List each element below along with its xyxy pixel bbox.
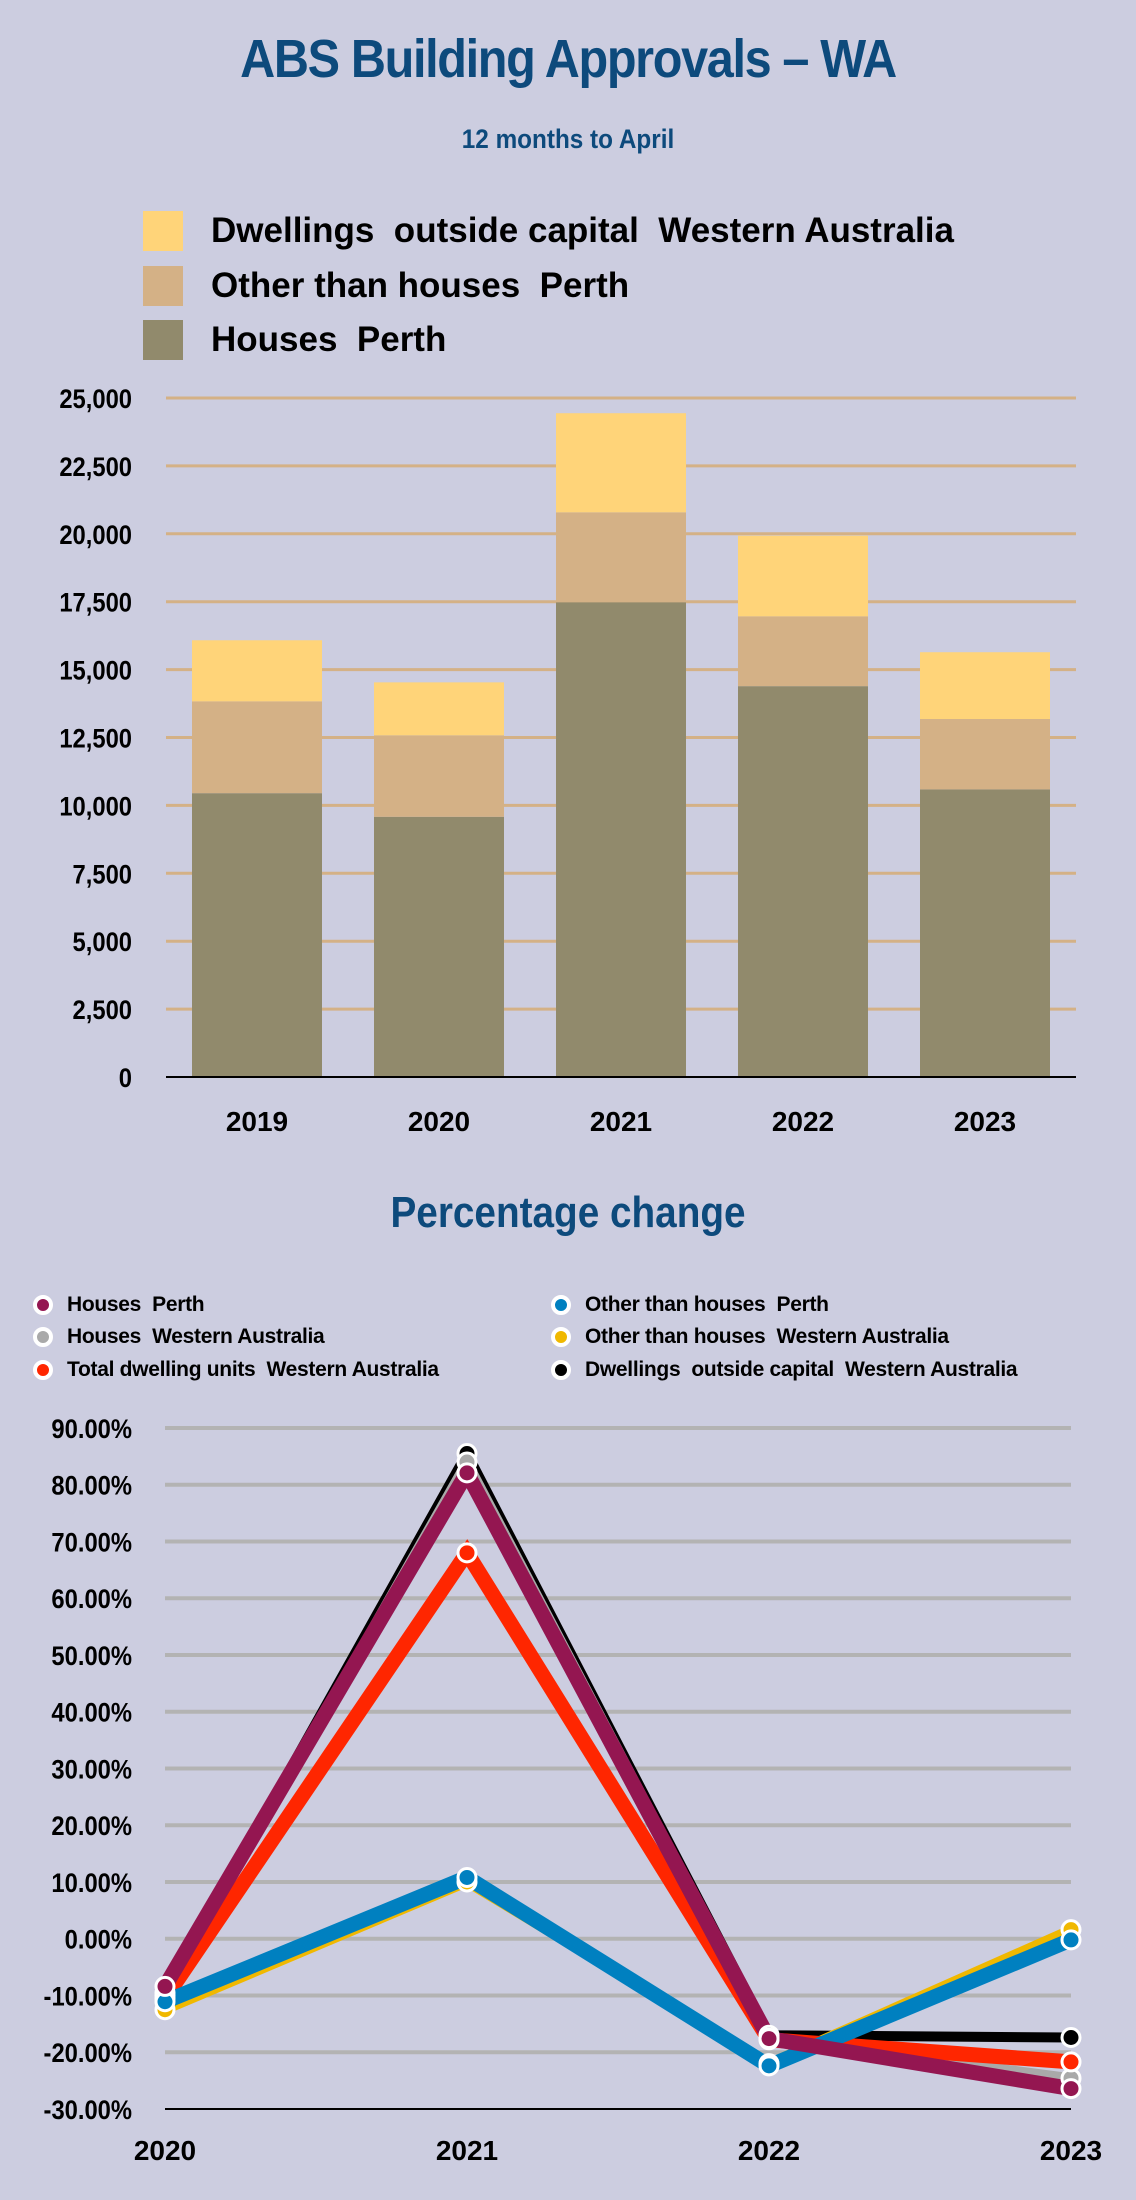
x-tick-label: 2019 (226, 1106, 288, 1137)
series-line-0 (158, 1457, 1073, 2096)
bar-segment-2-2019 (192, 640, 322, 702)
bar-legend-item-other-than-houses-perth: Other than houses Perth (143, 266, 629, 306)
x-tick-label: 2023 (1040, 2135, 1102, 2166)
bar-segment-0-2019 (192, 793, 322, 1077)
legend-marker (551, 1327, 571, 1347)
bar-segment-0-2023 (920, 789, 1050, 1077)
data-point-0-2021 (456, 1462, 478, 1484)
series-line-4 (158, 1539, 1072, 2070)
y-tick-label: 10.00% (51, 1869, 132, 1899)
line-legend-item-other-than-houses-perth: Other than houses Perth (551, 1291, 829, 1319)
y-tick-label: 10,000 (59, 792, 132, 822)
line-legend-item-houses-wa: Houses Western Australia (33, 1323, 325, 1351)
line-legend-item-houses-perth: Houses Perth (33, 1291, 205, 1319)
bar-segment-1-2019 (192, 701, 322, 794)
bar-segment-2-2020 (374, 682, 504, 736)
y-tick-label: 12,500 (59, 724, 132, 754)
y-tick-label: -30.00% (44, 2096, 132, 2126)
line-chart-title: Percentage change (390, 1188, 746, 1237)
bar-segment-0-2021 (556, 602, 686, 1077)
y-tick-label: 5,000 (73, 928, 132, 958)
bar-segment-2-2022 (738, 535, 868, 617)
y-tick-label: -10.00% (44, 1982, 132, 2012)
x-tick-label: 2021 (590, 1106, 652, 1137)
legend-swatch (143, 266, 183, 306)
x-tick-label: 2020 (134, 2135, 196, 2166)
line-legend-item-total-dwellings-wa: Total dwelling units Western Australia (33, 1356, 439, 1384)
y-tick-label: 25,000 (59, 385, 132, 415)
y-tick-label: 40.00% (51, 1698, 132, 1728)
legend-label: Other than houses Western Australia (585, 1325, 949, 1348)
bar-segment-1-2020 (374, 735, 504, 817)
data-point-0-2022 (758, 2028, 780, 2050)
page-subtitle: 12 months to April (461, 124, 675, 154)
y-tick-label: 20,000 (59, 520, 132, 550)
legend-label: Houses Perth (211, 320, 447, 359)
line-legend-item-outside-capital: Dwellings outside capital Western Austra… (551, 1356, 1018, 1384)
bar-segment-1-2021 (556, 512, 686, 603)
x-tick-label: 2021 (436, 2135, 498, 2166)
line-chart: -30.00% -20.00% -10.00% 0.00% 10.00% 20.00% 30… (44, 1415, 1103, 2166)
series-line-1 (162, 1869, 1074, 2075)
y-tick-label: 70.00% (51, 1528, 132, 1558)
legend-swatch (143, 211, 183, 251)
legend-label: Dwellings outside capital Western Austra… (211, 211, 954, 250)
bar-segment-2-2023 (920, 652, 1050, 720)
y-tick-label: 22,500 (59, 453, 132, 483)
legend-marker (33, 1360, 53, 1380)
data-point-0-2020 (154, 1975, 176, 1997)
bar-segment-2-2021 (556, 413, 686, 513)
bar-segment-0-2020 (374, 816, 504, 1077)
x-tick-label: 2022 (772, 1106, 834, 1137)
page-title: ABS Building Approvals – WA (240, 29, 897, 89)
data-point-1-2022 (758, 2055, 780, 2077)
bar-segment-1-2023 (920, 719, 1050, 790)
legend-label: Houses Western Australia (67, 1325, 325, 1348)
legend-swatch (143, 320, 183, 360)
data-point-0-2023 (1060, 2078, 1082, 2100)
legend-label: Houses Perth (67, 1293, 205, 1316)
bar-segment-1-2022 (738, 616, 868, 687)
legend-label: Total dwelling units Western Australia (67, 1358, 439, 1381)
legend-marker (33, 1295, 53, 1315)
bar-legend-item-outside-capital: Dwellings outside capital Western Austra… (143, 211, 954, 251)
y-tick-label: 20.00% (51, 1812, 132, 1842)
legend-marker (33, 1327, 53, 1347)
y-tick-label: 80.00% (51, 1471, 132, 1501)
y-tick-label: 0 (119, 1064, 132, 1094)
line-legend-item-other-than-houses-wa: Other than houses Western Australia (551, 1323, 949, 1351)
data-point-4-2021 (456, 1542, 478, 1564)
x-tick-label: 2020 (408, 1106, 470, 1137)
y-tick-label: 7,500 (73, 860, 132, 890)
legend-marker (551, 1295, 571, 1315)
x-tick-label: 2023 (954, 1106, 1016, 1137)
legend-label: Other than houses Perth (585, 1293, 829, 1316)
legend-marker (551, 1360, 571, 1380)
y-tick-label: 2,500 (73, 996, 132, 1026)
data-point-1-2021 (456, 1866, 478, 1888)
y-tick-label: 60.00% (51, 1585, 132, 1615)
x-tick-label: 2022 (738, 2135, 800, 2166)
bar-chart: 0 2,500 5,000 7,500 10,000 12,500 15,000 17,500… (59, 385, 1076, 1137)
y-tick-label: -20.00% (44, 2039, 132, 2069)
bar-segment-0-2022 (738, 686, 868, 1077)
y-tick-label: 0.00% (65, 1925, 132, 1955)
data-point-4-2023 (1060, 2051, 1082, 2073)
y-tick-label: 50.00% (51, 1642, 132, 1672)
y-tick-label: 30.00% (51, 1755, 132, 1785)
data-point-1-2023 (1060, 1929, 1082, 1951)
y-tick-label: 15,000 (59, 656, 132, 686)
y-tick-label: 17,500 (59, 588, 132, 618)
legend-label: Other than houses Perth (211, 266, 630, 305)
y-tick-label: 90.00% (51, 1415, 132, 1445)
data-point-5-2023 (1060, 2026, 1082, 2048)
bar-legend-item-houses-perth: Houses Perth (143, 320, 446, 360)
legend-label: Dwellings outside capital Western Austra… (585, 1358, 1018, 1381)
